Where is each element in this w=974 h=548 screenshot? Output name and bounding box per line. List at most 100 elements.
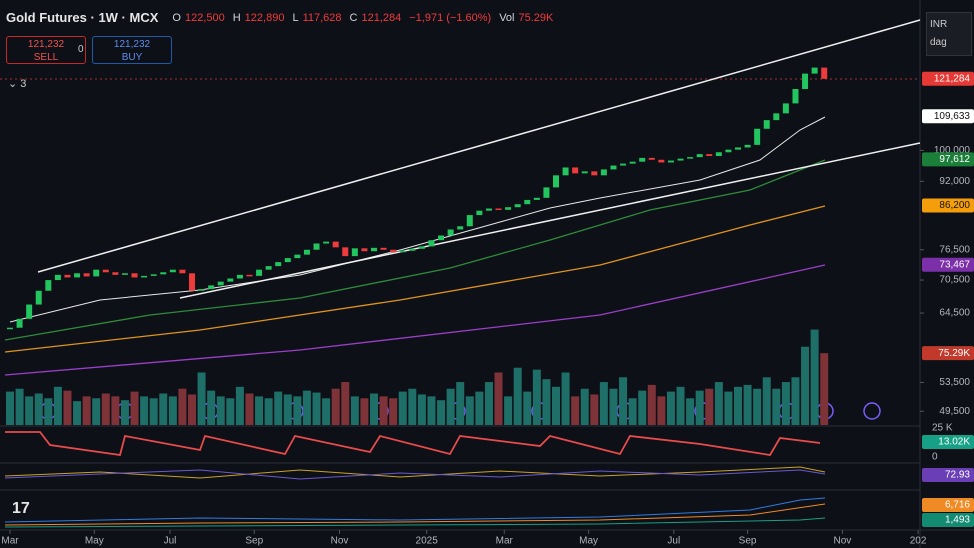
volume-bar xyxy=(312,392,321,425)
label: Vol xyxy=(499,11,515,24)
volume-bar xyxy=(580,388,589,425)
volume-bar xyxy=(101,393,110,425)
price-tag xyxy=(922,71,974,86)
volume-bar xyxy=(255,396,264,425)
label: C xyxy=(349,11,358,24)
pane-tick-label: 0 xyxy=(932,452,938,463)
sell-button[interactable]: 121,232 SELL xyxy=(6,36,86,64)
volume-bar xyxy=(120,400,129,425)
volume-bar xyxy=(197,372,206,425)
candle-body xyxy=(744,144,751,148)
volume-bar xyxy=(532,369,541,425)
volume-bar xyxy=(494,372,503,425)
volume-bar xyxy=(714,382,723,425)
volume-bar xyxy=(63,390,72,425)
indicator-line xyxy=(4,503,826,526)
candle-body xyxy=(160,272,167,275)
volume-bar xyxy=(226,398,235,425)
price-tag-label: 109,633 xyxy=(934,111,971,122)
candle-body xyxy=(256,269,263,276)
volume-bar xyxy=(283,394,292,425)
candle-body xyxy=(303,249,310,255)
candle-body xyxy=(533,197,540,200)
volume-bar xyxy=(53,386,62,425)
price-tag-label: 73,467 xyxy=(939,259,970,270)
candle-body xyxy=(811,67,818,74)
candle-body xyxy=(74,273,81,278)
indicator-toggle[interactable]: ⌄ 3 xyxy=(8,78,27,90)
x-tick-label: 202 xyxy=(910,536,927,547)
volume-bar xyxy=(6,391,14,425)
buy-button[interactable]: 121,232 BUY xyxy=(92,36,172,64)
candle-body xyxy=(332,241,339,248)
value: 117,628 xyxy=(302,11,342,24)
x-tick-label: 2025 xyxy=(416,536,439,547)
x-tick-label: Jul xyxy=(667,536,680,547)
candle-body xyxy=(505,207,512,210)
candle-body xyxy=(198,289,205,291)
currency-box[interactable]: INR dag xyxy=(926,12,972,56)
candle-body xyxy=(294,254,301,259)
candle-body xyxy=(457,226,464,230)
candle-body xyxy=(572,167,579,174)
volume-bar xyxy=(341,382,350,425)
volume-bar xyxy=(791,377,800,425)
volume-bar xyxy=(379,396,388,425)
logo: 17 xyxy=(12,500,30,517)
y-tick-label: 53,500 xyxy=(939,377,970,388)
x-tick-label: Sep xyxy=(739,536,757,547)
candle-body xyxy=(131,273,138,278)
x-tick-label: May xyxy=(85,536,104,547)
moving-average xyxy=(4,159,826,341)
volume-bar xyxy=(207,390,216,425)
volume-bar xyxy=(446,388,455,425)
volume-bar xyxy=(561,372,570,425)
y-tick-label: 64,500 xyxy=(939,308,970,319)
y-tick-label: 100,000 xyxy=(934,145,971,156)
volume-bar xyxy=(504,396,513,425)
price-tag-label: 86,200 xyxy=(939,200,970,211)
candle-body xyxy=(648,157,655,160)
price: 121,232 xyxy=(27,39,65,50)
candle-body xyxy=(706,154,713,156)
candle-body xyxy=(418,246,425,249)
y-tick-label: 92,000 xyxy=(939,176,970,187)
candle-body xyxy=(543,187,550,198)
volume-bar xyxy=(140,396,149,425)
pane-tag-label: 1,493 xyxy=(945,515,970,526)
candle-body xyxy=(64,274,71,278)
candle-body xyxy=(351,248,358,257)
candle-body xyxy=(524,199,531,205)
volume-bar xyxy=(513,367,522,425)
price-tag xyxy=(922,109,974,124)
moving-average xyxy=(4,264,826,376)
volume-bar xyxy=(609,388,618,425)
volume-bar xyxy=(149,398,158,425)
y-tick-label: 70,500 xyxy=(939,275,970,286)
volume-bar xyxy=(801,346,810,425)
candle-body xyxy=(639,157,646,162)
candle-body xyxy=(150,274,157,276)
volume-bar xyxy=(590,394,599,425)
volume-bar xyxy=(92,398,101,425)
volume-bar xyxy=(686,398,695,425)
candle-body xyxy=(600,169,607,176)
candle-body xyxy=(553,175,559,188)
candle-body xyxy=(121,273,128,275)
x-tick-label: May xyxy=(579,536,598,547)
candle-body xyxy=(189,273,195,291)
candle-body xyxy=(792,88,799,104)
volume-bar xyxy=(25,396,34,425)
volume-bar xyxy=(734,386,742,425)
volume-bar xyxy=(235,386,244,425)
candle-body xyxy=(802,73,809,89)
candle-body xyxy=(83,273,90,277)
candle-body xyxy=(409,248,416,251)
pane-tag xyxy=(922,498,974,512)
candle-body xyxy=(323,241,330,244)
volume-bar xyxy=(705,388,714,425)
volume-bar xyxy=(34,393,43,425)
volume-bar xyxy=(456,382,465,425)
pane-tag-label: 13.02K xyxy=(938,437,970,448)
volume-bar xyxy=(44,398,53,425)
